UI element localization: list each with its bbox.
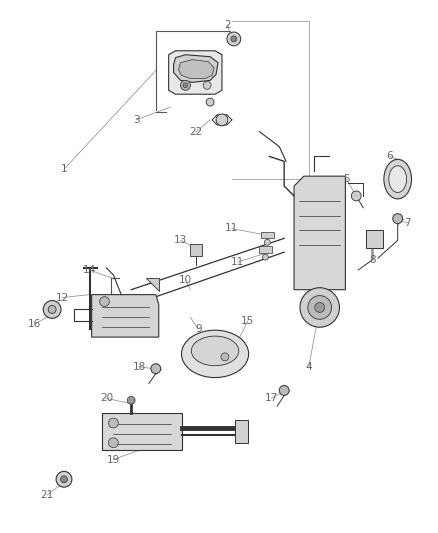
Circle shape (315, 303, 325, 312)
Text: 15: 15 (241, 316, 254, 326)
Polygon shape (261, 232, 274, 238)
Circle shape (308, 296, 332, 319)
Polygon shape (146, 278, 159, 290)
Polygon shape (259, 246, 272, 253)
Ellipse shape (191, 336, 239, 366)
Text: 11: 11 (231, 257, 244, 267)
Polygon shape (294, 176, 346, 290)
Circle shape (351, 191, 361, 201)
Text: 13: 13 (174, 236, 187, 245)
Polygon shape (169, 51, 222, 94)
Circle shape (221, 353, 229, 361)
Text: 3: 3 (133, 115, 139, 125)
Text: 22: 22 (190, 127, 203, 137)
Text: 8: 8 (370, 255, 376, 265)
Text: 5: 5 (343, 174, 350, 184)
Polygon shape (102, 413, 183, 450)
Text: 19: 19 (107, 455, 120, 465)
Text: 20: 20 (100, 393, 113, 403)
Ellipse shape (389, 166, 406, 192)
Circle shape (227, 32, 241, 46)
Circle shape (393, 214, 403, 223)
Circle shape (203, 82, 211, 89)
Circle shape (265, 239, 270, 245)
Circle shape (99, 296, 110, 306)
Text: 6: 6 (386, 151, 393, 161)
Circle shape (60, 476, 67, 483)
Circle shape (216, 114, 228, 126)
Circle shape (279, 385, 289, 395)
Polygon shape (235, 420, 247, 443)
Circle shape (127, 397, 135, 404)
Circle shape (151, 364, 161, 374)
Polygon shape (173, 55, 218, 83)
Text: 11: 11 (225, 223, 238, 233)
Text: 17: 17 (265, 393, 278, 403)
Circle shape (109, 418, 118, 428)
Text: 12: 12 (55, 293, 69, 303)
Text: 14: 14 (83, 265, 96, 275)
Circle shape (43, 301, 61, 318)
Circle shape (300, 288, 339, 327)
Circle shape (183, 83, 188, 88)
Text: 2: 2 (225, 20, 231, 30)
Text: 16: 16 (28, 319, 41, 329)
Text: 10: 10 (179, 275, 192, 285)
Ellipse shape (384, 159, 412, 199)
Circle shape (180, 80, 191, 90)
Text: 4: 4 (306, 362, 312, 372)
Text: 21: 21 (41, 490, 54, 500)
Circle shape (109, 438, 118, 448)
Text: 7: 7 (404, 217, 411, 228)
Text: 9: 9 (195, 324, 201, 334)
Circle shape (206, 98, 214, 106)
Text: 18: 18 (132, 362, 146, 372)
Circle shape (262, 254, 268, 260)
Polygon shape (92, 295, 159, 337)
Circle shape (48, 305, 56, 313)
Circle shape (56, 471, 72, 487)
Text: 1: 1 (61, 164, 67, 174)
Polygon shape (366, 230, 383, 248)
Polygon shape (191, 244, 202, 256)
Polygon shape (179, 60, 214, 78)
Circle shape (231, 36, 237, 42)
Ellipse shape (181, 330, 249, 377)
